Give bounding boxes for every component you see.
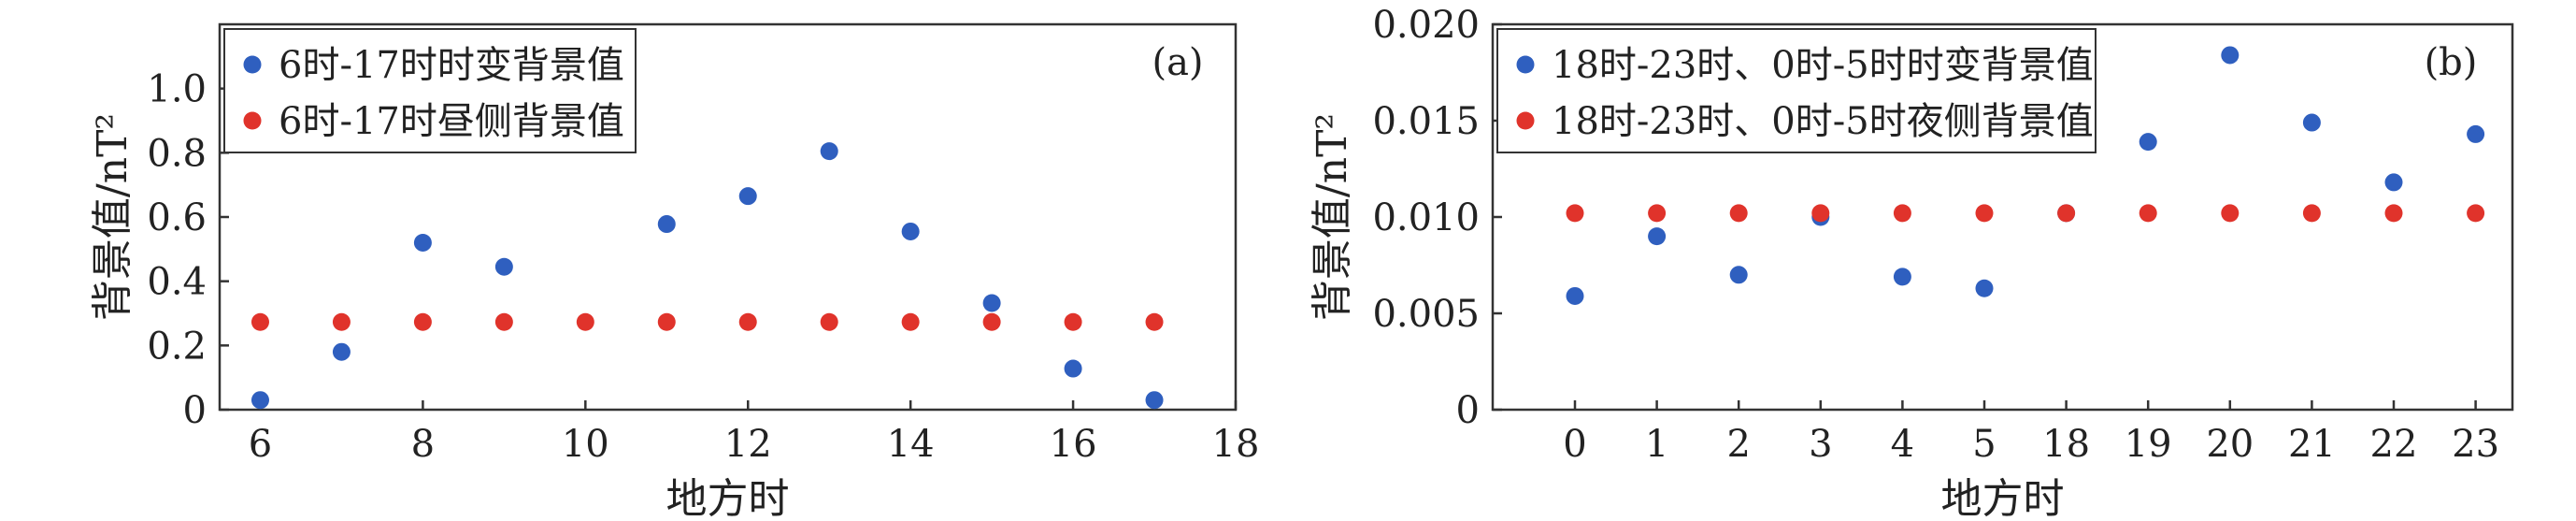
y-tick-label: 0.015	[1372, 100, 1480, 143]
data-point-series-1	[1975, 204, 1994, 223]
data-point-series-1	[901, 312, 920, 331]
data-point-series-1	[982, 312, 1001, 331]
x-tick-label: 3	[1809, 423, 1832, 466]
data-point-series-1	[494, 312, 513, 331]
data-point-series-0	[982, 294, 1001, 312]
data-point-series-1	[1648, 204, 1667, 223]
y-tick-label: 0	[1456, 389, 1480, 432]
panel-a-chart: 0 0.2 0.4 0.6 0.8 1.0 6 8 10 12 14 16 18 地方时 背景值/nT² (a…	[89, 22, 1260, 521]
data-point-series-0	[2221, 46, 2240, 65]
data-point-series-1	[657, 312, 676, 331]
data-point-series-1	[2384, 204, 2403, 223]
data-point-series-0	[1975, 279, 1994, 297]
data-point-series-0	[2302, 113, 2321, 132]
legend-box	[223, 28, 637, 153]
y-axis-title: 背景值/nT²	[1309, 113, 1356, 321]
y-tick-label: 0.005	[1372, 293, 1480, 336]
data-point-series-1	[1566, 204, 1584, 223]
x-tick-label: 4	[1891, 423, 1914, 466]
y-tick-label: 0.8	[147, 132, 207, 175]
data-point-series-0	[1893, 268, 1911, 286]
data-point-series-1	[2221, 204, 2240, 223]
x-tick-label: 18	[2042, 423, 2090, 466]
y-tick-label: 0.4	[147, 261, 207, 304]
data-point-series-0	[901, 222, 920, 240]
x-tick-label: 19	[2125, 423, 2172, 466]
data-point-series-0	[1145, 391, 1164, 410]
y-tick-label: 1.0	[147, 68, 207, 111]
x-tick-label: 16	[1050, 423, 1097, 466]
x-tick-label: 20	[2206, 423, 2254, 466]
x-axis-title: 地方时	[666, 475, 790, 521]
data-point-series-0	[1729, 266, 1748, 284]
data-point-series-0	[820, 142, 838, 161]
legend-marker	[1516, 111, 1535, 130]
data-point-series-1	[1729, 204, 1748, 223]
data-point-series-1	[250, 312, 269, 331]
x-tick-label: 18	[1212, 423, 1260, 466]
data-point-series-0	[332, 342, 351, 361]
data-point-series-0	[657, 215, 676, 234]
data-point-series-1	[2467, 204, 2485, 223]
data-point-series-1	[2302, 204, 2321, 223]
x-tick-label: 12	[724, 423, 772, 466]
x-tick-label: 2	[1726, 423, 1750, 466]
y-axis-title: 背景值/nT²	[89, 113, 136, 321]
x-axis-title: 地方时	[1941, 475, 2065, 521]
data-point-series-1	[576, 312, 594, 331]
data-point-series-0	[2384, 173, 2403, 192]
legend-label: 18时-23时、0时-5时夜侧背景值	[1552, 100, 2094, 143]
data-point-series-0	[250, 391, 269, 410]
y-tick-label: 0	[183, 389, 207, 432]
legend-marker	[243, 111, 262, 130]
data-point-series-0	[1064, 359, 1082, 378]
data-point-series-1	[1145, 312, 1164, 331]
data-point-series-1	[332, 312, 351, 331]
data-point-series-1	[1893, 204, 1911, 223]
x-tick-label: 14	[887, 423, 935, 466]
x-tick-label: 23	[2452, 423, 2499, 466]
data-point-series-0	[413, 233, 432, 252]
x-tick-label: 5	[1972, 423, 1996, 466]
data-point-series-0	[738, 187, 757, 206]
y-tick-label: 0.6	[147, 196, 207, 239]
legend-label: 18时-23时、0时-5时时变背景值	[1552, 44, 2094, 87]
x-tick-label: 1	[1645, 423, 1668, 466]
data-point-series-1	[1811, 204, 1830, 223]
legend-box	[1496, 28, 2097, 153]
data-point-series-0	[494, 257, 513, 276]
data-point-series-0	[1648, 227, 1667, 246]
data-point-series-1	[2057, 204, 2076, 223]
x-tick-label: 21	[2288, 423, 2336, 466]
data-point-series-1	[820, 312, 838, 331]
data-point-series-0	[1566, 286, 1584, 305]
data-point-series-0	[2467, 124, 2485, 143]
legend-label: 6时-17时时变背景值	[279, 44, 624, 87]
data-point-series-0	[2139, 133, 2157, 152]
data-point-series-1	[738, 312, 757, 331]
legend-marker	[1516, 55, 1535, 74]
data-point-series-1	[1064, 312, 1082, 331]
data-point-series-1	[2139, 204, 2157, 223]
panel-label: (b)	[2425, 41, 2478, 84]
data-point-series-1	[413, 312, 432, 331]
legend-label: 6时-17时昼侧背景值	[279, 100, 624, 143]
x-tick-label: 10	[562, 423, 609, 466]
y-tick-label: 0.010	[1372, 196, 1480, 239]
legend-marker	[243, 55, 262, 74]
panel-label: (a)	[1152, 41, 1203, 84]
x-tick-label: 6	[249, 423, 272, 466]
y-tick-label: 0.2	[147, 325, 207, 368]
x-tick-label: 22	[2370, 423, 2418, 466]
x-tick-label: 0	[1563, 423, 1586, 466]
x-tick-label: 8	[411, 423, 435, 466]
y-tick-label: 0.020	[1372, 4, 1480, 47]
